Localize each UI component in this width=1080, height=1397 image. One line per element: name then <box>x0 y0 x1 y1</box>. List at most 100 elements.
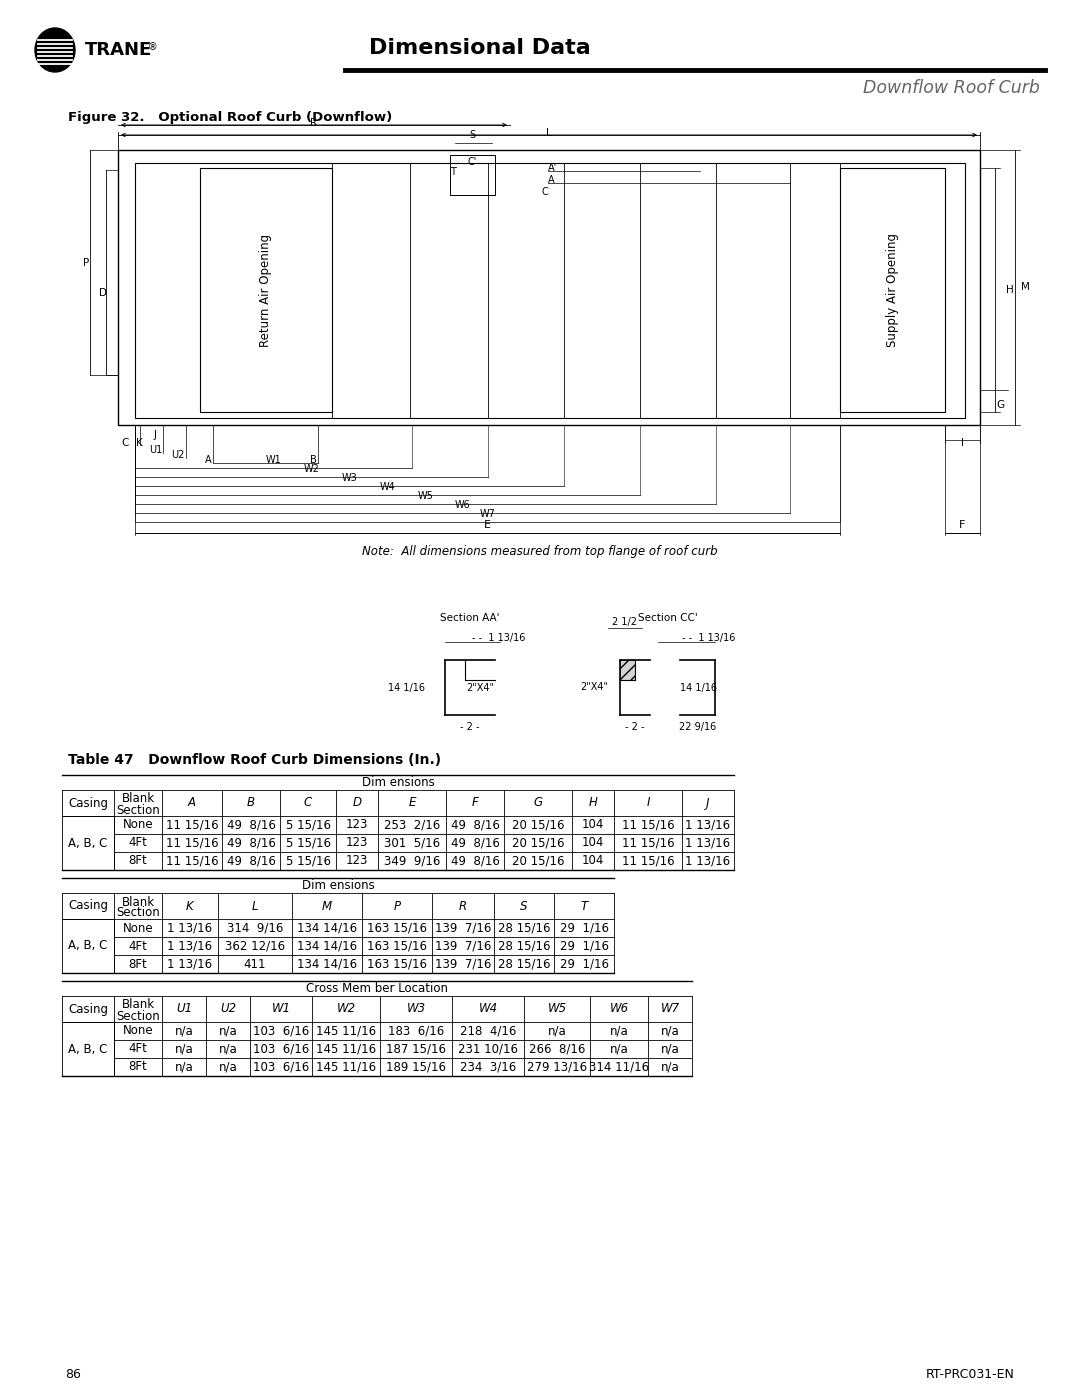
Text: Dim ensions: Dim ensions <box>362 775 434 789</box>
Text: 139  7/16: 139 7/16 <box>435 957 491 971</box>
Text: n/a: n/a <box>175 1024 193 1038</box>
Text: C: C <box>542 187 549 197</box>
Text: n/a: n/a <box>661 1024 679 1038</box>
Text: 86: 86 <box>65 1369 81 1382</box>
Text: W1: W1 <box>266 455 282 465</box>
Text: 103  6/16: 103 6/16 <box>253 1060 309 1073</box>
Text: 20 15/16: 20 15/16 <box>512 855 564 868</box>
Text: W5: W5 <box>418 490 433 502</box>
Text: Cross Mem ber Location: Cross Mem ber Location <box>306 982 448 995</box>
Bar <box>620 659 635 680</box>
Text: P: P <box>393 900 401 912</box>
Text: W1: W1 <box>271 1003 291 1016</box>
Text: 1 13/16: 1 13/16 <box>167 922 213 935</box>
Text: 29  1/16: 29 1/16 <box>559 957 608 971</box>
Text: A, B, C: A, B, C <box>68 940 108 953</box>
Text: B: B <box>310 455 316 465</box>
Text: 103  6/16: 103 6/16 <box>253 1024 309 1038</box>
Text: 11 15/16: 11 15/16 <box>165 819 218 831</box>
Text: C': C' <box>467 156 476 168</box>
Text: 139  7/16: 139 7/16 <box>435 922 491 935</box>
Text: 5 15/16: 5 15/16 <box>285 819 330 831</box>
Text: R: R <box>310 117 318 129</box>
Text: 163 15/16: 163 15/16 <box>367 922 427 935</box>
Text: 301  5/16: 301 5/16 <box>383 837 440 849</box>
Bar <box>450 155 495 196</box>
Text: - 2 -: - 2 - <box>625 722 645 732</box>
Text: W3: W3 <box>406 1003 426 1016</box>
Text: n/a: n/a <box>218 1060 238 1073</box>
Text: Dimensional Data: Dimensional Data <box>369 38 591 59</box>
Text: 183  6/16: 183 6/16 <box>388 1024 444 1038</box>
Text: W7: W7 <box>661 1003 679 1016</box>
Text: n/a: n/a <box>548 1024 566 1038</box>
Text: W4: W4 <box>380 482 395 492</box>
Text: A': A' <box>548 163 557 173</box>
Text: 145 11/16: 145 11/16 <box>316 1060 376 1073</box>
Text: n/a: n/a <box>661 1060 679 1073</box>
Text: Blank: Blank <box>121 895 154 908</box>
Text: S: S <box>469 130 475 140</box>
Text: 11 15/16: 11 15/16 <box>622 819 674 831</box>
Text: 2"X4": 2"X4" <box>580 683 608 693</box>
Text: 11 15/16: 11 15/16 <box>622 837 674 849</box>
Text: L: L <box>546 129 552 138</box>
Text: 123: 123 <box>346 819 368 831</box>
Text: 49  8/16: 49 8/16 <box>227 855 275 868</box>
Text: 28 15/16: 28 15/16 <box>498 922 550 935</box>
Text: W5: W5 <box>548 1003 567 1016</box>
Text: A: A <box>548 175 555 184</box>
Text: 8Ft: 8Ft <box>129 1060 147 1073</box>
Text: RT-PRC031-EN: RT-PRC031-EN <box>927 1369 1015 1382</box>
Text: 145 11/16: 145 11/16 <box>316 1024 376 1038</box>
Text: Dim ensions: Dim ensions <box>301 879 375 893</box>
Text: 123: 123 <box>346 837 368 849</box>
Text: T: T <box>580 900 588 912</box>
Text: 29  1/16: 29 1/16 <box>559 922 608 935</box>
Text: M: M <box>322 900 332 912</box>
Text: 231 10/16: 231 10/16 <box>458 1042 518 1056</box>
Text: W2: W2 <box>303 464 320 474</box>
Text: 1 13/16: 1 13/16 <box>167 957 213 971</box>
Text: H: H <box>589 796 597 809</box>
Text: E: E <box>484 520 491 529</box>
Text: 189 15/16: 189 15/16 <box>386 1060 446 1073</box>
Text: I: I <box>646 796 650 809</box>
Text: 163 15/16: 163 15/16 <box>367 940 427 953</box>
Text: 218  4/16: 218 4/16 <box>460 1024 516 1038</box>
Text: Casing: Casing <box>68 1003 108 1016</box>
Text: 1 13/16: 1 13/16 <box>686 855 730 868</box>
Text: 314 11/16: 314 11/16 <box>589 1060 649 1073</box>
Text: 134 14/16: 134 14/16 <box>297 922 357 935</box>
Text: 139  7/16: 139 7/16 <box>435 940 491 953</box>
Text: 123: 123 <box>346 855 368 868</box>
Text: D: D <box>352 796 362 809</box>
Text: 145 11/16: 145 11/16 <box>316 1042 376 1056</box>
Text: F: F <box>959 520 966 529</box>
Text: G: G <box>534 796 542 809</box>
Text: I: I <box>961 439 964 448</box>
Text: 253  2/16: 253 2/16 <box>383 819 441 831</box>
Text: Casing: Casing <box>68 900 108 912</box>
Text: 1 13/16: 1 13/16 <box>686 819 730 831</box>
Text: J: J <box>153 430 157 440</box>
Text: U2: U2 <box>220 1003 237 1016</box>
Text: 104: 104 <box>582 819 604 831</box>
Text: 134 14/16: 134 14/16 <box>297 957 357 971</box>
Text: None: None <box>123 819 153 831</box>
Text: L: L <box>252 900 258 912</box>
Bar <box>840 168 945 412</box>
Text: J: J <box>706 796 710 809</box>
Text: 28 15/16: 28 15/16 <box>498 940 550 953</box>
Text: 2 1/2: 2 1/2 <box>612 617 637 627</box>
Text: 104: 104 <box>582 837 604 849</box>
Text: W2: W2 <box>337 1003 355 1016</box>
Text: Section: Section <box>117 1010 160 1023</box>
Text: 49  8/16: 49 8/16 <box>450 819 499 831</box>
Text: 49  8/16: 49 8/16 <box>227 837 275 849</box>
Bar <box>200 168 332 412</box>
Text: 8Ft: 8Ft <box>129 957 147 971</box>
Text: D: D <box>99 288 107 298</box>
Text: n/a: n/a <box>609 1024 629 1038</box>
Text: 314  9/16: 314 9/16 <box>227 922 283 935</box>
